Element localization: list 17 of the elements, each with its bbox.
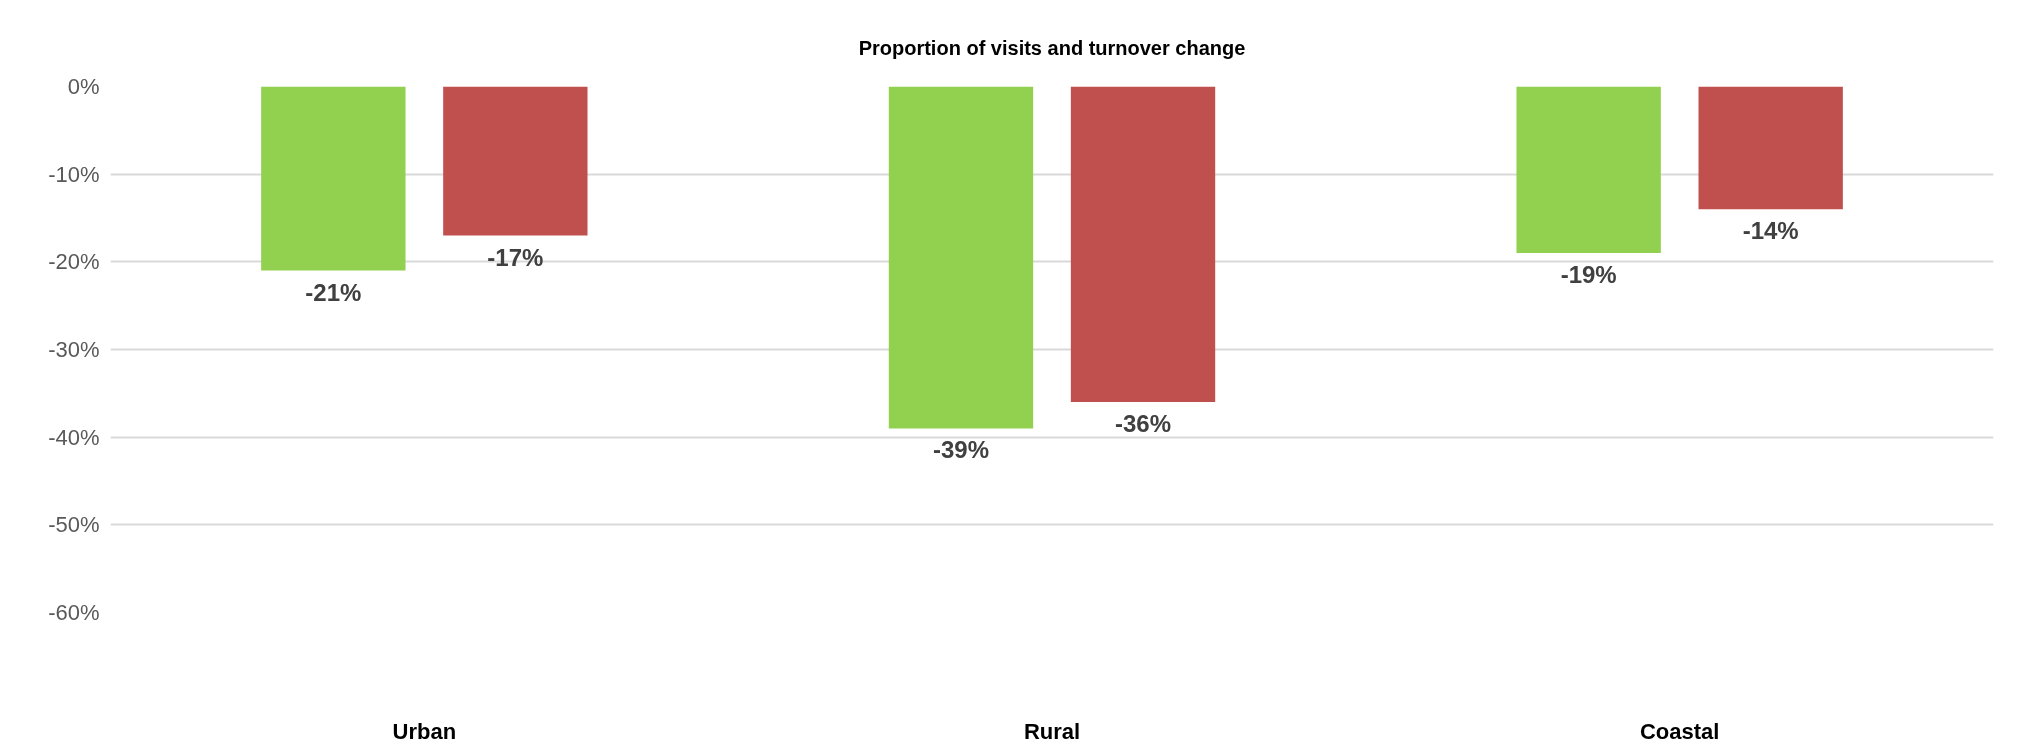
data-label: -36% — [1115, 410, 1172, 438]
y-tick-label: 0% — [67, 74, 100, 99]
data-label: -17% — [487, 243, 544, 271]
data-label: -19% — [1560, 261, 1617, 289]
y-tick-label: -40% — [48, 424, 100, 450]
y-tick-label: -20% — [48, 249, 100, 275]
data-label: -21% — [305, 278, 362, 306]
chart-title: Proportion of visits and turnover change — [858, 37, 1246, 59]
x-tick-label: Coastal — [1639, 718, 1720, 744]
y-tick-label: -30% — [48, 337, 100, 362]
data-label: -14% — [1742, 217, 1799, 245]
y-tick-label: -50% — [48, 512, 100, 538]
x-tick-label: Urban — [392, 718, 457, 744]
y-tick-label: -10% — [48, 161, 100, 187]
y-tick-label: -60% — [48, 600, 100, 625]
x-tick-label: Rural — [1023, 718, 1081, 744]
data-label: -39% — [932, 436, 990, 464]
